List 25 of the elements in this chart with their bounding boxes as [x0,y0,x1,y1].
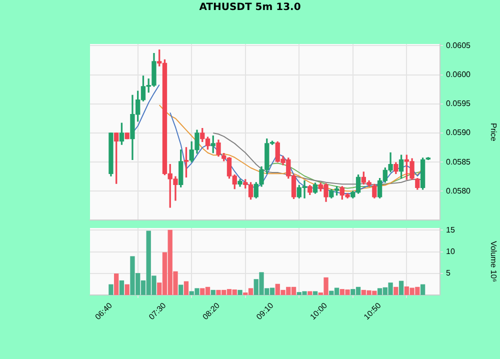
y-axis-title: Volume 10⁶ [488,240,498,282]
y-tick-label: 0.0585 [446,157,472,166]
bar [178,284,184,295]
y-tick-label: 15 [446,225,456,234]
bar [420,284,426,295]
y-tick-label: 0.0600 [446,70,472,80]
bar [238,290,242,295]
chart-title: ATHUSDT 5m 13.0 [198,2,302,13]
bar [114,273,119,295]
y-tick-label: 0.0580 [446,186,472,196]
y-tick-label: 5 [446,268,451,278]
bar [394,286,398,295]
y-tick-label: 0.0595 [446,99,472,108]
bar [124,284,130,295]
y-tick-label: 0.0590 [446,128,472,138]
bar [210,290,216,295]
bar [398,280,404,295]
y-tick-label: 0.0605 [446,40,472,50]
bar [108,284,114,295]
bar [184,281,189,295]
y-axis-title: Price [488,122,498,142]
bar [308,291,312,295]
bar [312,291,318,295]
bar [119,280,124,295]
y-tick-label: 10 [446,246,456,256]
